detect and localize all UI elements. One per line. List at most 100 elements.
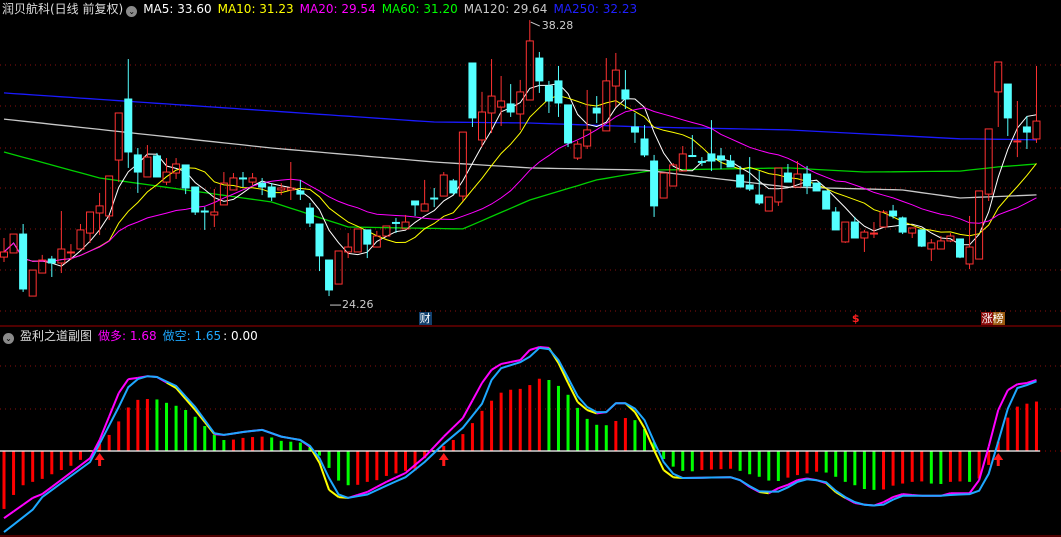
candle-down [1022,126,1031,133]
hist-bar-down [212,434,216,451]
candle-up [946,235,955,242]
hist-bar-up [375,451,379,481]
candle-up [611,69,620,87]
hist-bar-down [776,451,780,482]
dollar-marker[interactable]: $ [851,312,860,325]
hist-bar-down [757,451,761,477]
hist-bar-up [136,399,140,451]
candle-up [248,177,257,183]
hist-bar-up [786,451,790,478]
hist-bar-up [958,451,962,482]
long-line-segment [1017,381,1028,386]
hist-bar-down [327,451,331,468]
long-line-segment [117,378,130,394]
long-line-segment [634,411,646,429]
hist-bar-up [987,451,991,465]
hist-bar-up [423,451,427,459]
candle-down [592,107,601,114]
hist-bar-down [547,379,551,451]
hist-bar-up [901,451,905,484]
candle-up [114,112,123,161]
long-line-segment [1007,383,1018,391]
candle-up [372,235,381,248]
long-line-segment [987,409,1000,448]
chevron-down-icon[interactable]: ⌄ [126,6,138,17]
finance-marker[interactable]: 财 [418,312,432,325]
hist-bar-up [356,451,360,485]
hist-bar-up [2,451,6,509]
long-line-segment [968,479,980,494]
candle-up [984,128,993,195]
candle-up [229,177,238,191]
candle-down [325,259,334,291]
chevron-down-icon[interactable]: ⌄ [3,333,14,344]
hist-bar-down [862,451,866,490]
candle-down [717,155,725,161]
hist-bar-down [174,405,178,451]
main-chart-header: 润贝航科(日线 前复权) ⌄ MA5: 33.60 MA10: 31.23 MA20: … [2,1,643,17]
long-line-segment [395,472,406,479]
candle-up [458,131,467,197]
candle-up [573,143,582,159]
candle-up [841,221,850,243]
candle-up [143,156,152,178]
limit-up-list-marker[interactable]: 涨榜 [980,312,1005,325]
hist-bar-down [289,441,293,451]
candle-down [506,103,515,113]
hist-bar-up [404,451,408,471]
candle-up [602,80,611,132]
hist-bar-up [260,436,264,451]
long-line-segment [557,362,569,384]
hist-bar-up [107,434,111,451]
hist-bar-up [518,388,522,451]
hist-bar-down [643,429,647,451]
candle-up [95,205,104,214]
buy-arrow-icon [993,453,1004,466]
candle-up [516,91,525,115]
long-line-segment [79,457,91,467]
candle-down [956,238,964,258]
hist-bar-down [968,451,972,482]
candle-up [105,175,114,217]
candle-down [535,57,544,82]
long-line-segment [778,483,789,490]
candle-up [38,259,47,274]
hist-bar-up [509,389,513,451]
candle-up [9,233,18,254]
candle-up [678,153,687,172]
candle-up [764,196,773,212]
candle-down [621,89,630,100]
long-line-segment [366,486,378,493]
hist-bar-up [69,451,73,466]
candle-down [554,80,563,104]
candle-down [200,210,209,213]
candle-up [927,242,936,250]
long-line-segment [22,497,34,506]
long-line-segment [175,387,187,400]
long-line-segment [1026,379,1037,384]
long-line-segment [576,401,588,411]
hist-bar-up [480,410,484,451]
long-line-segment [98,416,111,441]
candle-down [133,154,142,173]
long-line-segment [70,464,82,474]
long-line-segment [471,382,483,401]
candle-up [0,251,8,258]
hist-bar-up [948,451,952,482]
long-line-segment [491,363,502,371]
hist-bar-down [834,451,838,477]
hist-bar-down [939,451,943,484]
hist-bar-down [671,451,675,467]
candle-up [936,240,945,250]
hist-bar-up [31,451,35,482]
hist-bar-down [662,451,666,460]
hist-bar-down [576,407,580,451]
candle-up [879,211,888,228]
long-line-segment [663,469,674,479]
short-line [3,346,1037,533]
hist-bar-up [719,451,723,470]
candle-down [640,138,649,156]
hist-bar-up [251,437,255,451]
candle-down [430,197,439,200]
